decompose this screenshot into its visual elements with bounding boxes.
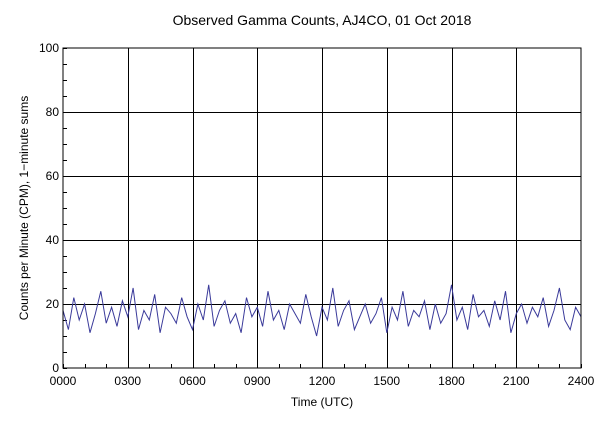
y-axis-label: Counts per Minute (CPM), 1−minute sums <box>17 96 31 320</box>
x-tick-label: 1200 <box>309 374 336 388</box>
grid-lines <box>63 48 581 368</box>
plot-frame <box>62 47 582 369</box>
y-tick-labels: 0 20 40 60 80 100 <box>39 41 59 375</box>
y-tick-label: 40 <box>46 233 60 247</box>
series-line <box>62 284 582 337</box>
x-tick-label: 1800 <box>438 374 465 388</box>
y-tick-label: 80 <box>46 105 60 119</box>
chart-title: Observed Gamma Counts, AJ4CO, 01 Oct 201… <box>173 12 472 28</box>
x-axis-label: Time (UTC) <box>291 395 353 409</box>
series-layer <box>62 284 582 337</box>
y-tick-label: 0 <box>52 361 59 375</box>
x-tick-label: 1500 <box>373 374 400 388</box>
y-tick-label: 60 <box>46 169 60 183</box>
y-tick-label: 20 <box>46 297 60 311</box>
x-tick-label: 0600 <box>179 374 206 388</box>
x-tick-label: 0000 <box>50 374 77 388</box>
x-tick-labels: 0000 0300 0600 0900 1200 1500 1800 2100 2400 <box>50 374 595 388</box>
y-tick-label: 100 <box>39 41 59 55</box>
x-tick-label: 2100 <box>503 374 530 388</box>
x-tick-label: 0900 <box>244 374 271 388</box>
x-tick-label: 0300 <box>114 374 141 388</box>
x-tick-label: 2400 <box>568 374 595 388</box>
